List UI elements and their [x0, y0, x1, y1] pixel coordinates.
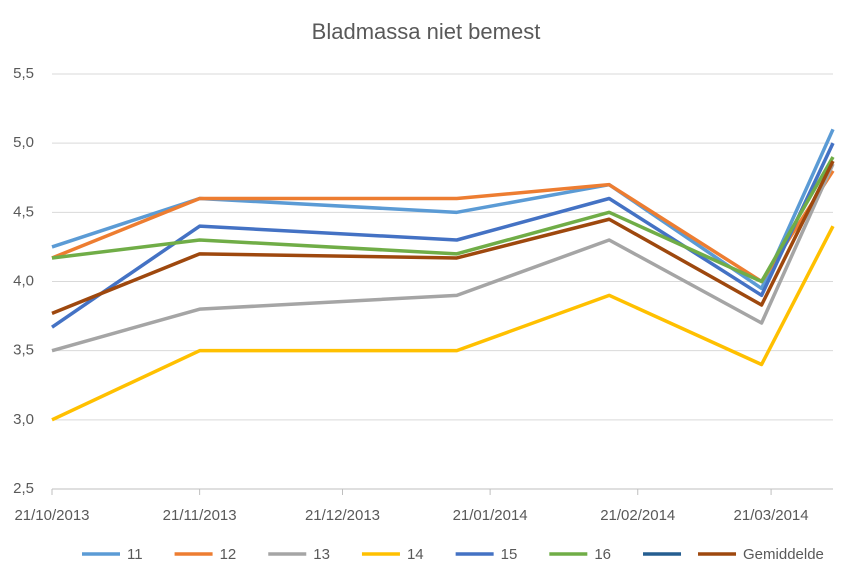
y-tick-label: 4,0 — [13, 272, 34, 289]
series-line — [51, 156, 835, 284]
series-line — [51, 163, 835, 353]
x-tick-label: 21/01/2014 — [453, 507, 528, 524]
chart-title: Bladmassa niet bemest — [312, 19, 541, 44]
y-tick-label: 3,5 — [13, 342, 34, 359]
legend-label: 16 — [594, 546, 611, 563]
legend-label: 15 — [501, 546, 518, 563]
x-tick-label: 21/10/2013 — [14, 507, 89, 524]
legend-label: 14 — [407, 546, 424, 563]
y-tick-label: 4,5 — [13, 203, 34, 220]
legend-label: 12 — [220, 546, 237, 563]
x-tick-label: 21/12/2013 — [305, 507, 380, 524]
series-line — [51, 160, 835, 315]
y-tick-label: 2,5 — [13, 480, 34, 497]
legend-label: 13 — [313, 546, 330, 563]
x-tick-label: 21/11/2013 — [163, 507, 237, 524]
series-line — [51, 225, 835, 422]
legend-label: Gemiddelde — [743, 546, 824, 563]
y-tick-label: 3,0 — [13, 411, 34, 428]
x-tick-label: 21/03/2014 — [734, 507, 809, 524]
x-tick-label: 21/02/2014 — [600, 507, 675, 524]
y-tick-label: 5,0 — [13, 134, 34, 151]
y-tick-label: 5,5 — [13, 65, 34, 82]
legend-label: 11 — [127, 546, 143, 563]
